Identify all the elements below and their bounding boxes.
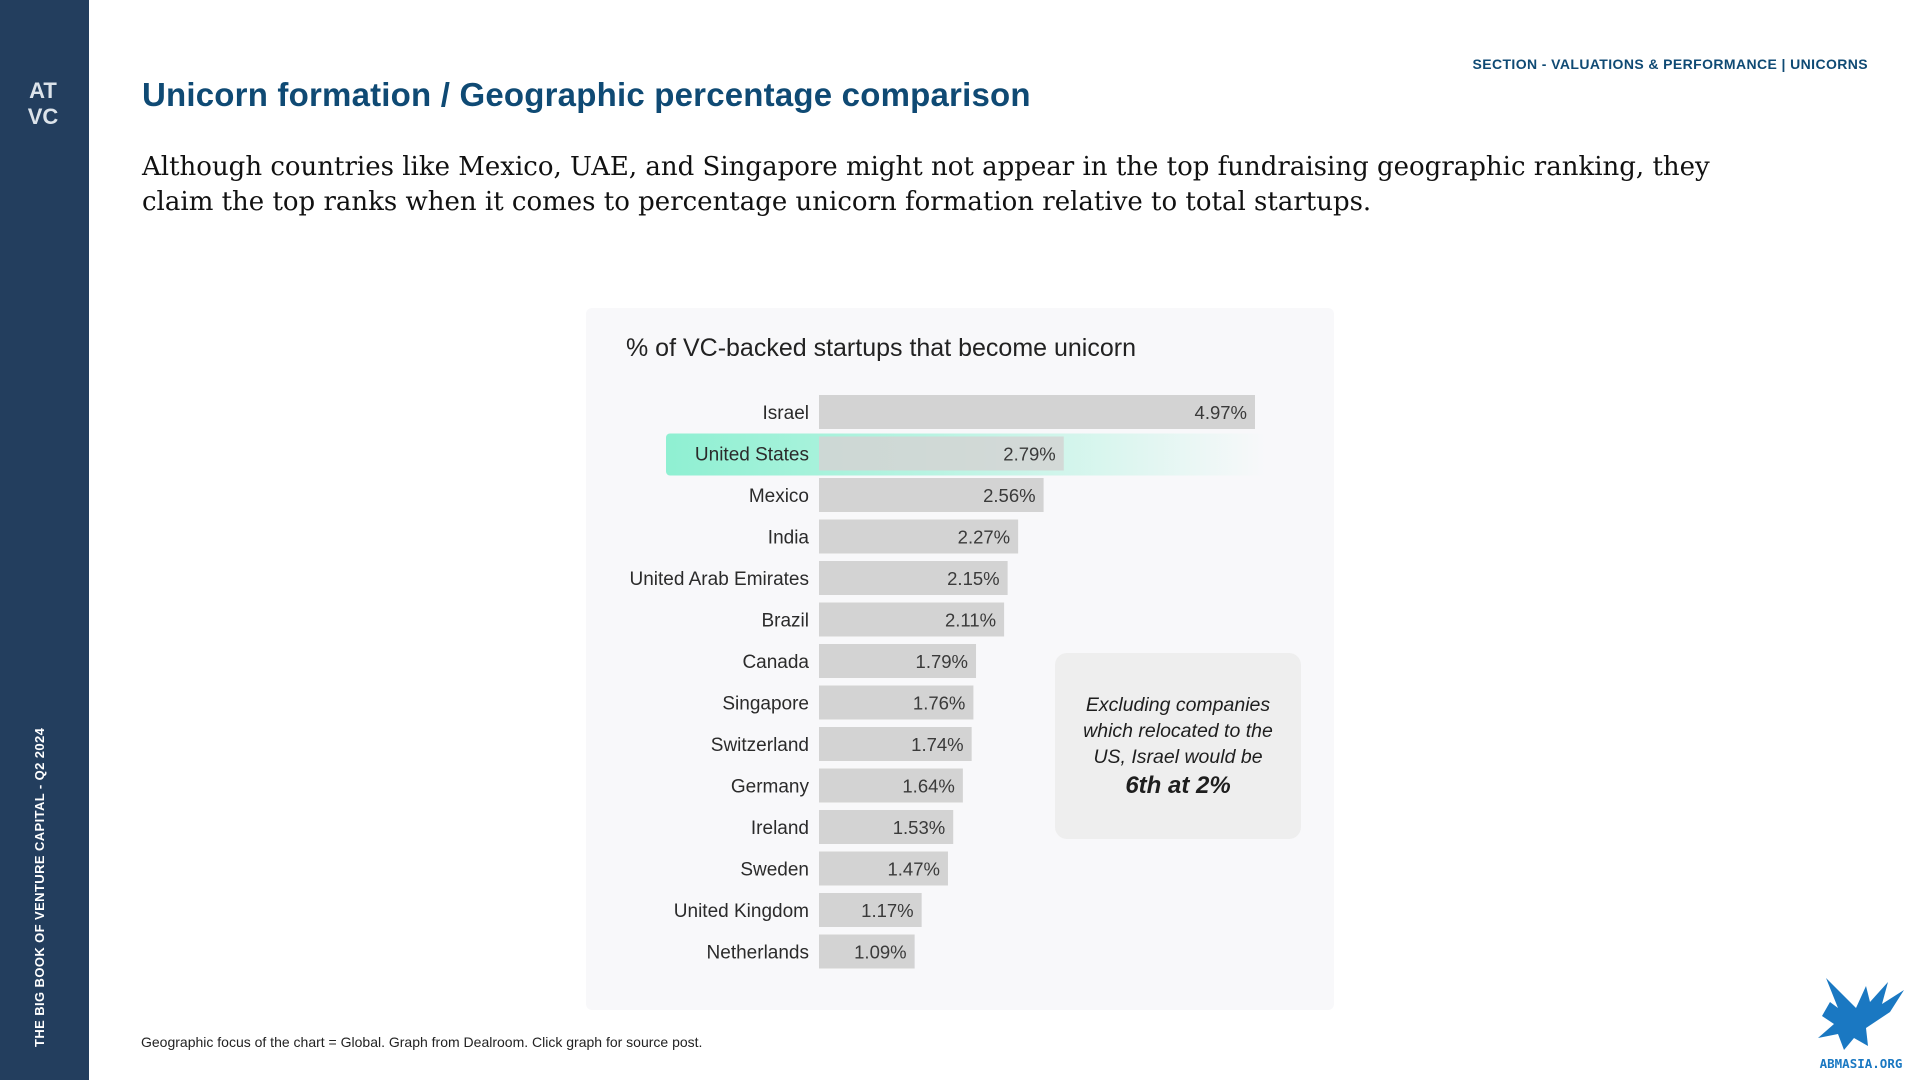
category-label: Sweden [740,860,809,881]
annotation-text: Excluding companies which relocated to t… [1083,694,1273,768]
value-label: 1.64% [902,776,954,797]
annotation-emphasis: 6th at 2% [1125,772,1231,799]
value-label: 2.27% [958,527,1010,548]
bar-mexico [819,478,1044,512]
bar-ireland [819,810,954,844]
bar-netherlands [819,934,915,969]
value-label: 2.15% [947,568,999,589]
bar-united-kingdom [819,893,922,927]
value-label: 1.79% [916,651,968,672]
category-label: Ireland [751,818,809,839]
section-label: SECTION - VALUATIONS & PERFORMANCE | UNI… [1472,56,1868,72]
bar-united-arab-emirates [819,561,1008,595]
value-label: 1.09% [854,942,906,963]
eagle-icon [1818,978,1904,1050]
chart-title: % of VC-backed startups that become unic… [626,334,1136,362]
bar-chart: Israel 4.97% United States 2.79% Mexico 2.56%… [629,395,1266,969]
footnote: Geographic focus of the chart = Global. … [141,1034,703,1050]
atvc-logo: AT VC [28,78,59,128]
page-title: Unicorn formation / Geographic percentag… [142,76,1031,113]
annotation-box: Excluding companies which relocated to t… [1055,653,1301,839]
value-label: 2.56% [983,485,1035,506]
category-label: United Arab Emirates [629,569,809,590]
logo-line-1: AT [29,78,57,103]
sidebar: AT VC THE BIG BOOK OF VENTURE CAPITAL - … [0,0,89,1080]
abmasia-wordmark: ABMASIA.ORG [1820,1056,1903,1071]
sidebar-vertical-title: THE BIG BOOK OF VENTURE CAPITAL - Q2 202… [32,727,47,1047]
category-label: United States [695,445,809,466]
bar-canada [819,644,977,678]
bar-germany [819,768,963,803]
chart-panel[interactable]: % of VC-backed startups that become unic… [586,308,1334,1010]
category-label: Brazil [761,611,809,632]
lead-paragraph: Although countries like Mexico, UAE, and… [142,152,1710,217]
category-label: Germany [731,777,810,798]
value-label: 1.17% [861,900,913,921]
category-label: United Kingdom [674,901,809,922]
value-label: 1.76% [913,693,965,714]
category-label: Mexico [749,486,809,507]
category-label: India [768,528,810,549]
category-label: Singapore [722,694,809,715]
bar-singapore [819,685,974,720]
bar-switzerland [819,727,972,761]
bar-israel [819,395,1255,429]
value-label: 1.47% [887,859,939,880]
category-label: Israel [763,403,809,424]
category-label: Switzerland [711,735,809,756]
value-label: 2.11% [945,610,996,631]
bar-india [819,519,1019,554]
bar-sweden [819,851,948,886]
bar-brazil [819,602,1005,637]
value-label: 1.53% [893,817,945,838]
category-label: Netherlands [707,943,809,964]
bar-united-states [819,436,1064,471]
value-label: 2.79% [1003,444,1055,465]
abmasia-logo: ABMASIA.ORG [1818,978,1904,1071]
value-label: 1.74% [911,734,963,755]
logo-line-2: VC [28,104,59,128]
category-label: Canada [742,652,809,673]
value-label: 4.97% [1195,402,1247,423]
